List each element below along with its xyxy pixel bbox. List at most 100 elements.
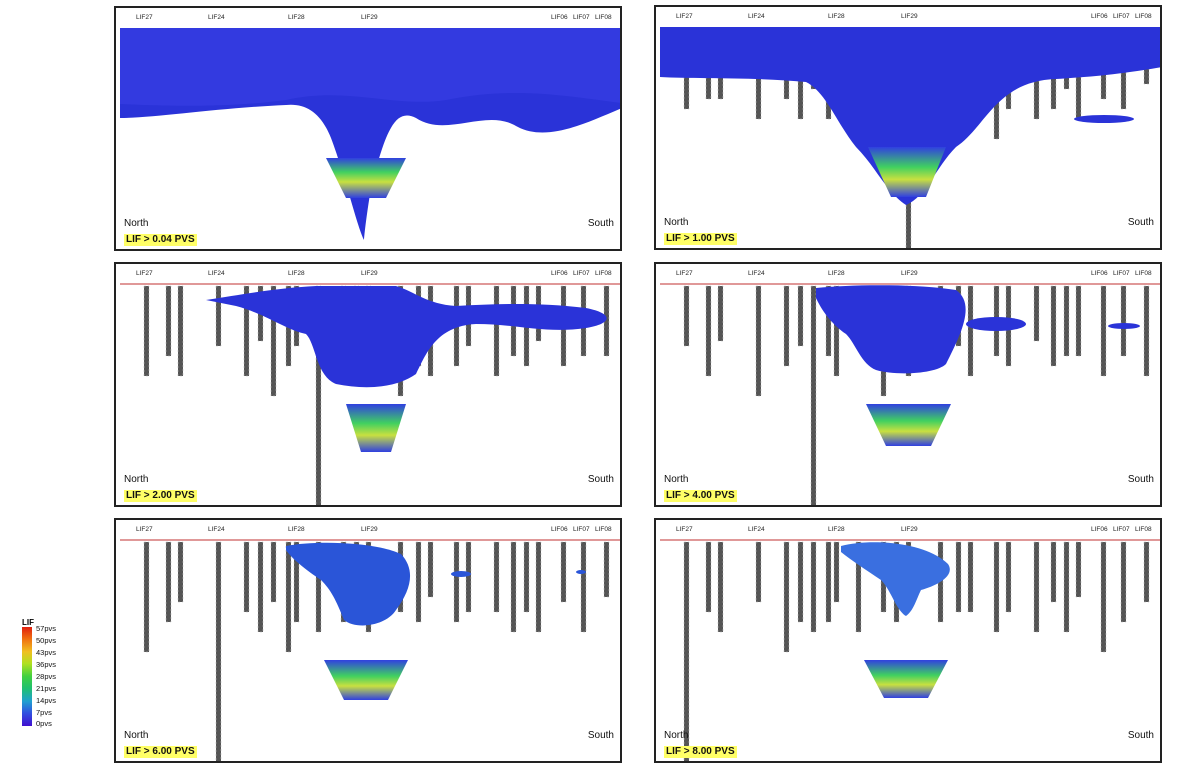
well-column [1120, 285, 1127, 357]
well-label: LIF27 [676, 270, 693, 277]
well-column [1075, 285, 1082, 357]
well-column [1143, 285, 1150, 377]
legend-tick: 36pvs [36, 660, 57, 669]
well-column [810, 541, 817, 633]
well-column [855, 541, 862, 633]
well-column [177, 285, 184, 377]
well-column [825, 285, 832, 357]
well-column [797, 285, 804, 347]
legend-tick: 50pvs [36, 636, 57, 645]
well-column [993, 541, 1000, 633]
well-column [1050, 541, 1057, 603]
well-column [1063, 285, 1070, 357]
north-label: North [664, 217, 689, 228]
well-column [1050, 285, 1057, 367]
south-label: South [1127, 217, 1154, 228]
well-column [955, 541, 962, 613]
well-column [1100, 541, 1107, 653]
well-label: LIF24 [208, 526, 225, 533]
plume-scene [660, 27, 1160, 248]
well-label: LIF24 [208, 14, 225, 21]
well-column [833, 541, 840, 603]
plume-scene [120, 283, 620, 505]
plume-scene [120, 539, 620, 761]
lif-color-legend: LIF 57pvs 50pvs 43pvs 36pvs 28pvs 21pvs … [22, 618, 82, 728]
well-label: LIF06 [1091, 13, 1108, 20]
south-label: South [587, 474, 614, 485]
well-label: LIF06 [551, 526, 568, 533]
well-label: LIF27 [676, 526, 693, 533]
well-column [315, 541, 322, 633]
well-column [165, 285, 172, 357]
well-label: LIF08 [595, 270, 612, 277]
well-label: LIF28 [288, 14, 305, 21]
well-label: LIF06 [551, 14, 568, 21]
well-column [717, 541, 724, 633]
well-label: LIF24 [748, 270, 765, 277]
well-column [1143, 541, 1150, 603]
legend-tick: 21pvs [36, 684, 57, 693]
legend-tick: 57pvs [36, 624, 57, 633]
well-column [783, 541, 790, 653]
well-column [1033, 541, 1040, 633]
well-label: LIF29 [901, 13, 918, 20]
well-column [215, 541, 222, 761]
well-column [967, 285, 974, 377]
legend-color-bar [22, 627, 32, 726]
legend-tick: 28pvs [36, 672, 57, 681]
well-column [705, 285, 712, 377]
legend-title: LIF [22, 618, 34, 627]
plume-scene [120, 28, 620, 240]
well-label: LIF08 [595, 526, 612, 533]
well-column [580, 541, 587, 633]
well-label: LIF08 [1135, 13, 1152, 20]
well-column [143, 541, 150, 653]
well-column [755, 285, 762, 397]
panel-caption: LIF > 6.00 PVS [124, 746, 197, 758]
well-label: LIF06 [1091, 270, 1108, 277]
well-label: LIF08 [1135, 270, 1152, 277]
well-column [797, 541, 804, 623]
legend-tick: 43pvs [36, 648, 57, 657]
well-column [427, 541, 434, 598]
well-column [1075, 541, 1082, 598]
well-column [315, 285, 322, 505]
panel-lif-1-00: LIF27 LIF24 LIF28 LIF29 LIF06 LIF07 LIF0… [654, 5, 1162, 250]
well-column [285, 541, 292, 653]
panel-lif-4-00: LIF27 LIF24 LIF28 LIF29 LIF06 LIF07 LIF0… [654, 262, 1162, 507]
legend-tick: 7pvs [36, 708, 52, 717]
panel-caption: LIF > 8.00 PVS [664, 746, 737, 758]
well-label: LIF27 [136, 14, 153, 21]
well-column [1005, 541, 1012, 613]
legend-tick: 14pvs [36, 696, 57, 705]
south-label: South [1127, 474, 1154, 485]
well-column [705, 541, 712, 613]
well-column [257, 541, 264, 633]
well-column [493, 285, 500, 377]
well-label: LIF07 [1113, 526, 1130, 533]
panel-lif-2-00: LIF27 LIF24 LIF28 LIF29 LIF06 LIF07 LIF0… [114, 262, 622, 507]
well-column [415, 541, 422, 623]
well-column [1100, 285, 1107, 377]
well-column [535, 541, 542, 633]
well-column [717, 285, 724, 342]
well-label: LIF28 [288, 270, 305, 277]
north-label: North [664, 730, 689, 741]
well-label: LIF29 [361, 14, 378, 21]
south-label: South [587, 730, 614, 741]
well-label: LIF07 [573, 526, 590, 533]
well-column [143, 285, 150, 377]
well-column [1120, 541, 1127, 623]
panel-lif-0-04: LIF27 LIF24 LIF28 LIF29 LIF06 LIF07 LIF0… [114, 6, 622, 251]
well-column [755, 541, 762, 603]
well-label: LIF08 [595, 14, 612, 21]
well-label: LIF29 [901, 270, 918, 277]
well-label: LIF24 [748, 526, 765, 533]
well-label: LIF28 [828, 270, 845, 277]
well-label: LIF27 [676, 13, 693, 20]
well-column [967, 541, 974, 613]
well-column [833, 285, 840, 377]
well-column [810, 285, 817, 505]
well-label: LIF07 [573, 14, 590, 21]
well-label: LIF27 [136, 270, 153, 277]
